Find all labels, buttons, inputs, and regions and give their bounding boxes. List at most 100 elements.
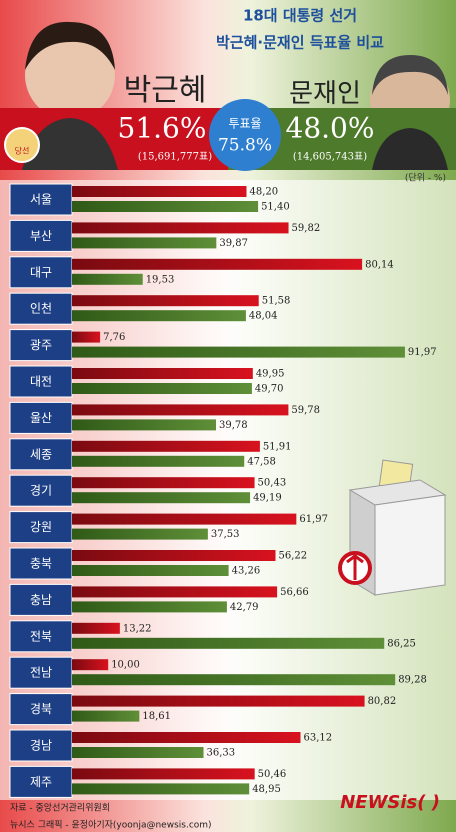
- category-label: 서울: [30, 193, 52, 207]
- category-label: 제주: [30, 775, 52, 789]
- bar: [72, 586, 278, 598]
- logo: NEWSis( ): [340, 792, 440, 813]
- bar: [72, 258, 363, 270]
- bar: [72, 513, 297, 525]
- value-label: 80,14: [365, 259, 394, 270]
- candidate-name: 문재인: [289, 79, 361, 109]
- category-label: 충남: [30, 593, 52, 607]
- seal: [4, 127, 40, 163]
- category-box: [9, 474, 73, 507]
- bar: [72, 565, 229, 576]
- value-label: 59,82: [292, 223, 321, 234]
- value-label: 49,70: [255, 384, 284, 395]
- turnout-circle: [209, 99, 281, 171]
- value-label: 50,46: [258, 769, 287, 780]
- category-label: 강원: [30, 520, 52, 534]
- category-box: [9, 693, 73, 726]
- candidate-votes: (14,605,743표): [293, 152, 367, 163]
- bar: [72, 747, 204, 758]
- bar: [72, 659, 109, 671]
- category-label: 세종: [30, 447, 52, 461]
- bar: [72, 695, 365, 707]
- category-box: [9, 765, 73, 798]
- subtitle: 박근혜·문재인 득표율 비교: [216, 34, 384, 52]
- category-box: [9, 365, 73, 398]
- category-box: [9, 219, 73, 252]
- value-label: 48,20: [249, 187, 278, 198]
- value-label: 49,19: [253, 493, 282, 504]
- bar: [72, 710, 140, 722]
- category-label: 전남: [30, 666, 52, 680]
- category-label: 충북: [30, 557, 52, 571]
- bar: [72, 368, 253, 379]
- category-box: [9, 729, 73, 762]
- value-label: 86,25: [387, 638, 416, 649]
- bar: [72, 331, 101, 343]
- category-label: 경남: [30, 739, 52, 753]
- bar: [72, 455, 245, 467]
- value-label: 56,22: [279, 551, 308, 562]
- candidate-percent: 48.0%: [286, 112, 375, 145]
- winner-badge: 당선: [15, 146, 30, 156]
- category-box: [9, 511, 73, 544]
- value-label: 18,61: [142, 711, 171, 722]
- bar: [72, 768, 255, 780]
- hair: [25, 21, 115, 70]
- value-label: 48,04: [249, 311, 278, 322]
- bar: [72, 295, 259, 307]
- suit: [372, 128, 448, 170]
- bar: [72, 622, 120, 634]
- turnout-value: 75.8%: [218, 136, 272, 156]
- bar: [72, 550, 276, 561]
- candidate-percent: 51.6%: [118, 112, 207, 145]
- bar: [72, 477, 255, 489]
- category-box: [9, 183, 73, 216]
- category-label: 경기: [30, 484, 52, 498]
- category-label: 대전: [30, 375, 52, 389]
- category-label: 경북: [30, 702, 52, 716]
- candidate-photo: [25, 30, 115, 120]
- category-box: [9, 547, 73, 580]
- bar: [72, 440, 260, 452]
- value-label: 63,12: [303, 733, 332, 744]
- value-label: 49,95: [256, 369, 285, 380]
- bar: [72, 419, 217, 431]
- credit: 뉴시스 그래픽 - 윤정아기자(yoonja@newsis.com): [10, 820, 212, 831]
- category-box: [9, 656, 73, 689]
- bar: [72, 273, 143, 285]
- category-label: 울산: [30, 411, 52, 425]
- bar: [72, 637, 385, 649]
- bar: [72, 346, 405, 358]
- value-label: 61,97: [299, 514, 328, 525]
- value-label: 51,91: [263, 441, 292, 452]
- value-label: 51,58: [262, 296, 291, 307]
- bar: [72, 601, 227, 613]
- bar: [72, 310, 246, 322]
- value-label: 80,82: [368, 696, 397, 707]
- category-label: 인천: [30, 301, 52, 316]
- value-label: 10,00: [111, 660, 140, 671]
- candidate-votes: (15,691,777표): [138, 152, 212, 163]
- category-label: 전북: [30, 629, 52, 643]
- value-label: 7,76: [103, 332, 125, 343]
- value-label: 59,78: [291, 405, 320, 416]
- category-box: [9, 438, 73, 471]
- bar: [72, 528, 208, 540]
- category-box: [9, 620, 73, 653]
- bar: [72, 237, 217, 249]
- category-label: 대구: [30, 265, 52, 279]
- value-label: 39,78: [219, 420, 248, 431]
- category-box: [9, 401, 73, 434]
- category-label: 광주: [30, 338, 52, 352]
- bar: [72, 222, 289, 234]
- category-box: [9, 292, 73, 325]
- bar: [72, 186, 247, 197]
- value-label: 51,40: [261, 202, 290, 213]
- title: 18대 대통령 선거: [243, 7, 357, 25]
- value-label: 13,22: [123, 623, 152, 634]
- suit: [22, 118, 118, 170]
- bar: [72, 732, 301, 743]
- value-label: 43,26: [232, 566, 261, 577]
- value-label: 50,43: [258, 478, 287, 489]
